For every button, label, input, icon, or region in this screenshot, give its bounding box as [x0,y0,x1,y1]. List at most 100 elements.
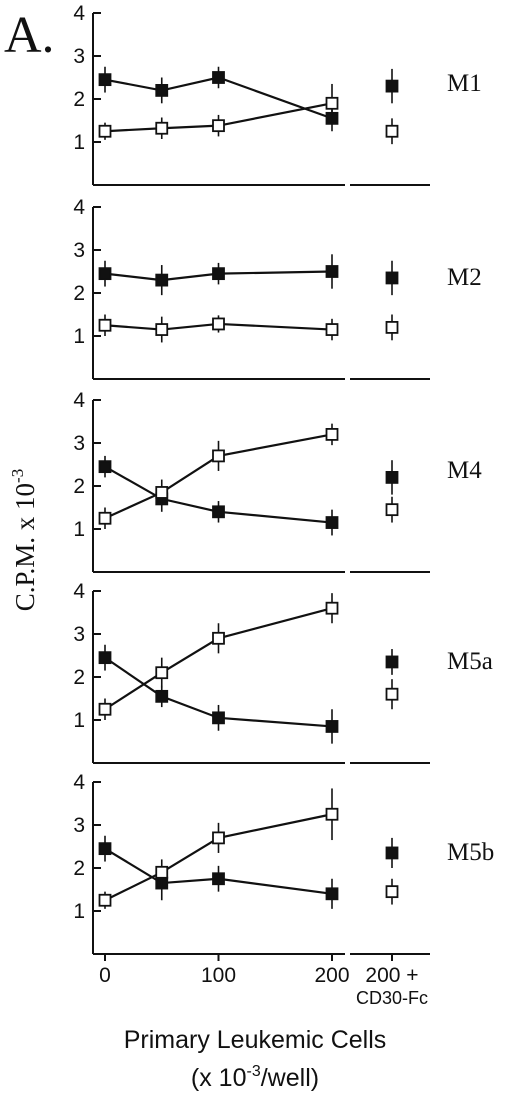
panel-m2: 1 2 3 4 M2 [73,196,482,380]
y-tick-label: 2 [73,88,85,111]
series-line-filled [104,270,333,282]
y-tick-label: 2 [73,666,85,689]
point-open-square [212,831,225,845]
y-tick-label: 4 [73,2,85,25]
y-tick-label: 4 [73,196,85,219]
point-cd30fc-filled [385,470,399,484]
point-cd30fc-filled [385,846,399,860]
point-open-square [155,865,169,879]
point-filled-square [212,872,225,886]
y-tick-label: 4 [73,389,85,412]
y-tick-label: 2 [73,475,85,498]
x-axis-units: (x 10-3/well) [191,1063,319,1092]
point-open-square [212,449,225,463]
y-tick-label: 4 [73,771,85,794]
y-axis-label-main: C.P.M. x 10 [10,483,40,611]
point-open-square [155,323,169,336]
point-filled-square [212,505,225,519]
point-open-square [325,601,339,615]
y-axis-label: C.P.M. x 10-3 [8,469,40,611]
y-tick-label: 4 [73,580,85,603]
point-cd30fc-open [385,124,399,138]
point-filled-square [155,689,169,703]
point-filled-square [212,71,225,84]
point-filled-square [325,887,339,901]
series-line-filled [104,656,333,728]
x-tick-label: 100 [201,964,236,987]
series-line-open [104,322,333,331]
point-cd30fc-filled [385,271,399,285]
y-tick-label: 1 [73,325,85,348]
y-axis-label-exponent: -3 [8,469,27,483]
point-filled-square [325,516,339,529]
panel-label-m5b: M5b [447,839,494,866]
point-cd30fc-open [385,687,399,701]
panel-label-m5a: M5a [447,648,493,675]
series-line-filled [104,847,333,895]
series-line-open [104,607,333,711]
x-axis-label: Primary Leukemic Cells [124,1026,387,1054]
point-filled-square [212,267,225,281]
point-open-square [98,318,112,332]
panel-m5b: 1 2 3 4 M5b [73,771,494,955]
point-open-square [325,323,339,336]
point-filled-square [325,720,339,733]
point-open-square [155,666,169,680]
point-open-square [98,511,112,525]
point-open-square [325,427,339,441]
point-open-square [98,893,112,907]
y-tick-label: 3 [73,814,85,837]
y-tick-label: 1 [73,518,85,541]
y-tick-label: 3 [73,432,85,455]
point-filled-square [98,460,112,474]
y-tick-label: 1 [73,131,85,154]
panel-m4: 1 2 3 4 M4 [73,389,482,573]
point-filled-square [325,265,339,278]
point-filled-square [98,73,112,87]
panel-label-m4: M4 [447,457,482,484]
x-axis-units-exponent: -3 [247,1063,261,1080]
point-open-square [155,121,169,135]
y-tick-label: 2 [73,857,85,880]
series-line-filled [104,465,333,524]
point-cd30fc-open [385,885,399,899]
series-line-open [104,102,333,133]
y-tick-label: 1 [73,900,85,923]
x-tick-label: 200 [314,964,349,987]
point-filled-square [98,267,112,281]
point-open-square [212,317,225,331]
y-tick-label: 3 [73,239,85,262]
panel-label-m1: M1 [447,70,482,97]
series-line-open [104,433,333,520]
point-cd30fc-open [385,320,399,334]
point-filled-square [155,273,169,287]
x-axis-units-prefix: (x 10 [191,1064,247,1092]
point-open-square [325,96,339,110]
point-open-square [212,119,225,133]
extra-tick-sublabel: CD30-Fc [356,988,428,1008]
x-tick-label: 0 [99,964,111,987]
panel-m1: 1 2 3 4 M1 [73,2,482,186]
point-cd30fc-open [385,503,399,517]
y-tick-label: 3 [73,45,85,68]
panel-m5a: 1 2 3 4 M5a [73,580,493,764]
point-open-square [325,807,339,821]
y-tick-label: 2 [73,282,85,305]
point-cd30fc-filled [385,655,399,669]
point-filled-square [155,84,169,97]
panel-label-m2: M2 [447,264,482,291]
point-filled-square [98,651,112,665]
series-line-filled [104,76,333,120]
point-cd30fc-filled [385,79,399,93]
point-open-square [155,486,169,499]
series-line-open [104,813,333,902]
point-filled-square [98,842,112,856]
point-open-square [212,631,225,645]
point-open-square [98,124,112,138]
x-axis-units-suffix: /well) [261,1064,319,1092]
extra-tick-label: 200 + [365,964,418,987]
y-tick-label: 1 [73,709,85,732]
point-open-square [98,702,112,716]
panels: 1 2 3 4 M1 1 2 3 4 M2 1 2 3 4 M4 1 2 3 4 M5a 1 2 3 4 M5b 0 100 200 2… [73,2,494,1008]
